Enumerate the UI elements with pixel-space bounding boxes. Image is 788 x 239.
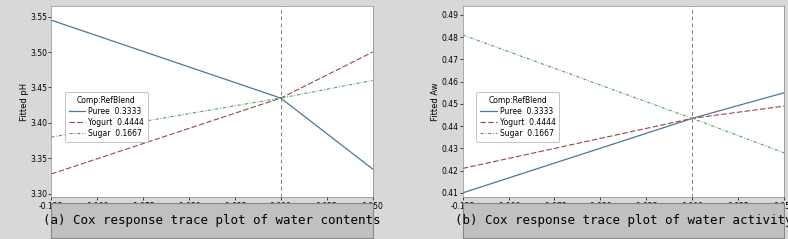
X-axis label: deviation from reference blend in proportion: deviation from reference blend in propor… bbox=[117, 212, 306, 221]
Y-axis label: Fitted pH: Fitted pH bbox=[20, 83, 28, 121]
Yogurt  0.4444 bbox=[236, 110, 246, 113]
Yogurt  0.4444 bbox=[458, 167, 467, 170]
X-axis label: deviation from reference blend in proportion: deviation from reference blend in propor… bbox=[530, 212, 718, 221]
Sugar  0.1667 bbox=[655, 105, 664, 108]
Puree  0.3333 bbox=[729, 105, 738, 108]
Yogurt  0.4444 bbox=[46, 173, 56, 175]
Yogurt  0.4444 bbox=[649, 125, 659, 128]
Puree  0.3333 bbox=[238, 84, 247, 87]
Puree  0.3333 bbox=[236, 83, 246, 86]
Puree  0.3333 bbox=[458, 191, 467, 194]
Line: Puree  0.3333: Puree 0.3333 bbox=[51, 20, 373, 169]
Yogurt  0.4444 bbox=[779, 105, 788, 108]
Sugar  0.1667 bbox=[46, 136, 56, 139]
Sugar  0.1667 bbox=[238, 103, 247, 106]
Sugar  0.1667 bbox=[649, 103, 658, 105]
Legend: Puree  0.3333, Yogurt  0.4444, Sugar  0.1667: Puree 0.3333, Yogurt 0.4444, Sugar 0.166… bbox=[65, 92, 148, 142]
Yogurt  0.4444 bbox=[47, 172, 57, 175]
Puree  0.3333 bbox=[655, 128, 664, 130]
Sugar  0.1667 bbox=[649, 103, 659, 106]
Yogurt  0.4444 bbox=[243, 108, 253, 110]
Puree  0.3333 bbox=[649, 130, 658, 133]
Yogurt  0.4444 bbox=[655, 124, 664, 127]
Yogurt  0.4444 bbox=[238, 109, 247, 112]
Line: Yogurt  0.4444: Yogurt 0.4444 bbox=[463, 106, 784, 168]
Sugar  0.1667 bbox=[749, 140, 759, 143]
Sugar  0.1667 bbox=[459, 34, 468, 37]
Text: (b) Cox response trace plot of water activity: (b) Cox response trace plot of water act… bbox=[455, 214, 788, 227]
Yogurt  0.4444 bbox=[459, 167, 468, 170]
Yogurt  0.4444 bbox=[749, 109, 759, 112]
Puree  0.3333 bbox=[779, 91, 788, 94]
Puree  0.3333 bbox=[47, 19, 57, 22]
Yogurt  0.4444 bbox=[338, 66, 348, 69]
Puree  0.3333 bbox=[368, 168, 377, 170]
Line: Sugar  0.1667: Sugar 0.1667 bbox=[463, 35, 784, 153]
Line: Sugar  0.1667: Sugar 0.1667 bbox=[51, 80, 373, 137]
Sugar  0.1667 bbox=[47, 136, 57, 138]
Puree  0.3333 bbox=[46, 19, 56, 22]
Puree  0.3333 bbox=[649, 129, 659, 132]
Yogurt  0.4444 bbox=[729, 111, 738, 114]
Yogurt  0.4444 bbox=[649, 125, 658, 128]
Puree  0.3333 bbox=[749, 100, 759, 103]
Y-axis label: Fitted Aw: Fitted Aw bbox=[431, 82, 440, 121]
Sugar  0.1667 bbox=[318, 89, 327, 92]
Sugar  0.1667 bbox=[243, 102, 253, 105]
Line: Yogurt  0.4444: Yogurt 0.4444 bbox=[51, 52, 373, 174]
Sugar  0.1667 bbox=[779, 152, 788, 154]
Text: (a) Cox response trace plot of water contents: (a) Cox response trace plot of water con… bbox=[43, 214, 381, 227]
Sugar  0.1667 bbox=[729, 132, 738, 135]
Legend: Puree  0.3333, Yogurt  0.4444, Sugar  0.1667: Puree 0.3333, Yogurt 0.4444, Sugar 0.166… bbox=[476, 92, 559, 142]
Puree  0.3333 bbox=[459, 191, 468, 194]
Sugar  0.1667 bbox=[368, 79, 377, 82]
Puree  0.3333 bbox=[338, 144, 348, 147]
Puree  0.3333 bbox=[318, 129, 327, 131]
Line: Puree  0.3333: Puree 0.3333 bbox=[463, 93, 784, 193]
Yogurt  0.4444 bbox=[368, 51, 377, 54]
Sugar  0.1667 bbox=[338, 85, 348, 88]
Sugar  0.1667 bbox=[458, 33, 467, 36]
Sugar  0.1667 bbox=[236, 103, 246, 106]
Yogurt  0.4444 bbox=[318, 76, 327, 79]
Puree  0.3333 bbox=[243, 86, 253, 88]
